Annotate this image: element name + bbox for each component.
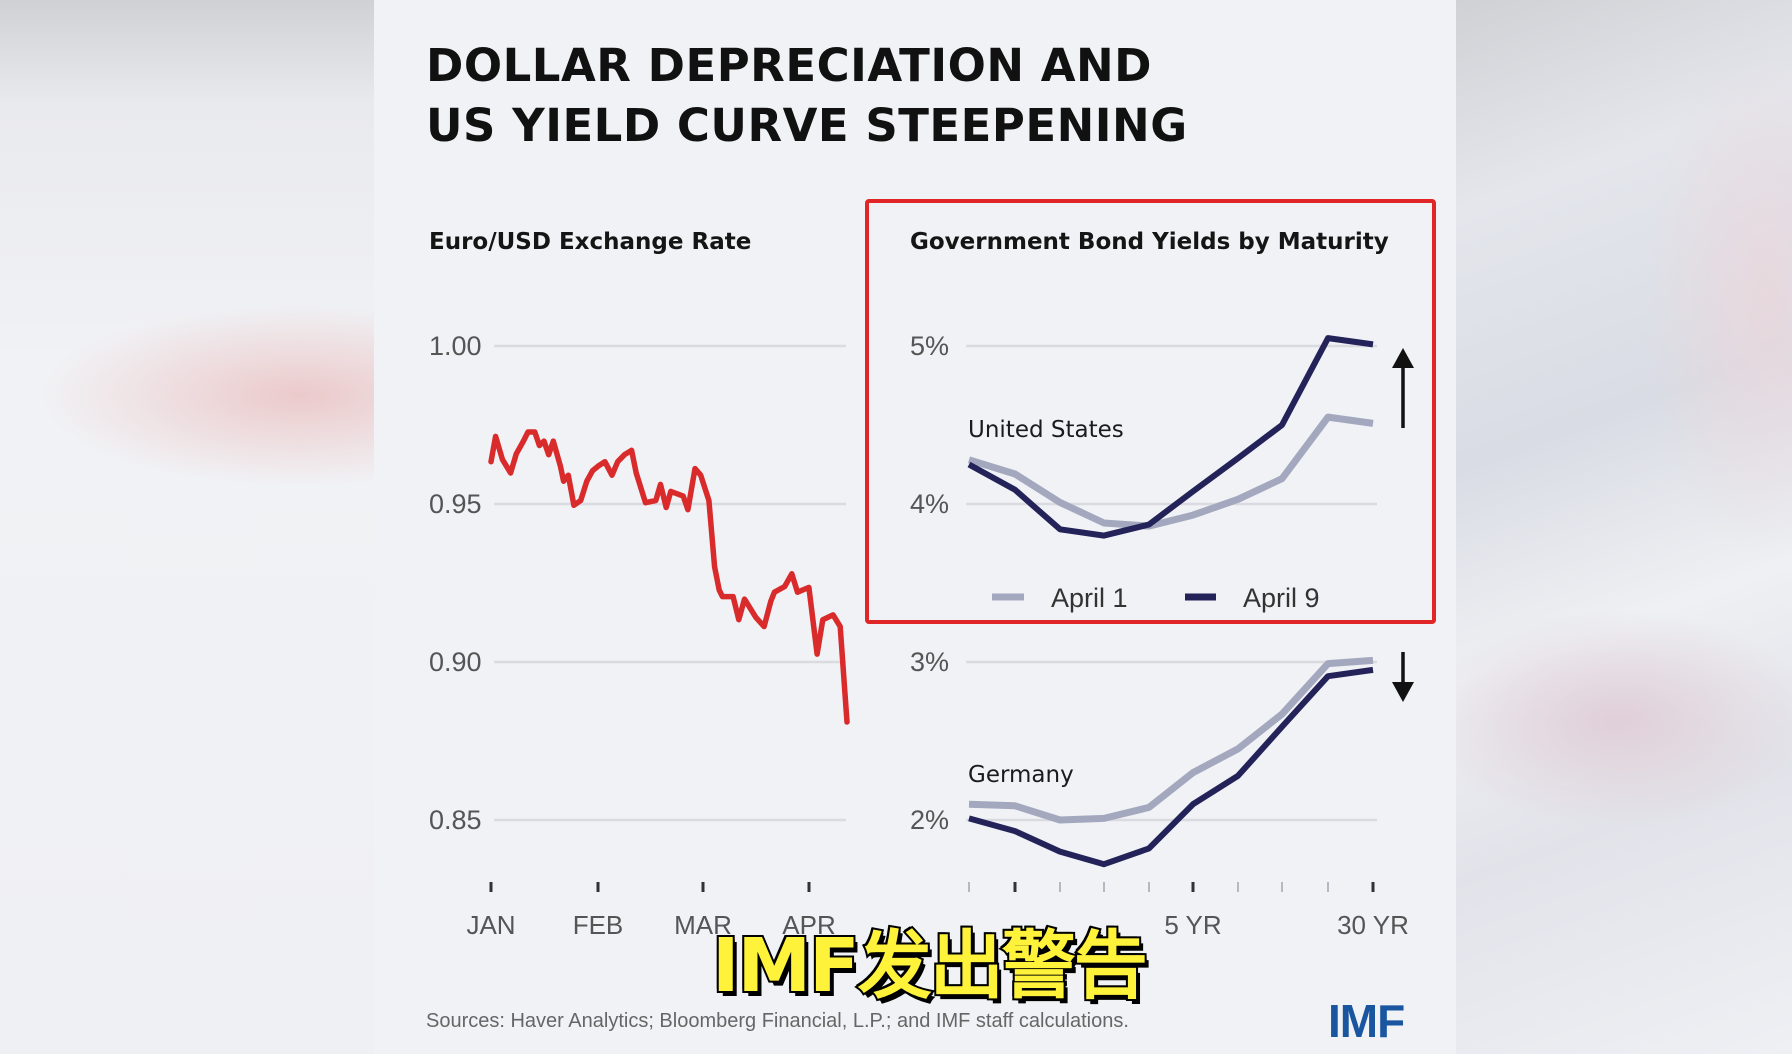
y-tick-label: 0.95 [429,489,482,519]
video-caption: IMF发出警告 [710,921,1150,1011]
us-april1-line [967,413,1374,530]
title-line-2: US YIELD CURVE STEEPENING [426,99,1188,152]
up-arrow-icon [1392,348,1414,428]
euro-usd-line [488,429,850,725]
euro-usd-subtitle: Euro/USD Exchange Rate [429,229,752,255]
title-line-1: DOLLAR DEPRECIATION AND [426,39,1153,92]
germany-april1-line [968,656,1374,824]
y-tick-label: 5% [910,331,949,361]
y-tick-label: 2% [910,805,949,835]
euro-usd-gridlines [494,344,846,822]
x-tick-label: MAR [674,910,732,940]
maturity-x-axis: 5 YR 30 YR [968,882,1409,940]
germany-april9-line [968,666,1374,868]
highlight-box [865,199,1436,624]
x-tick-label: FEB [573,910,624,940]
infographic-panel [374,0,1456,1054]
sources-note: Sources: Haver Analytics; Bloomberg Fina… [426,1010,1129,1032]
chart-title: DOLLAR DEPRECIATION AND US YIELD CURVE S… [426,36,1188,156]
y-tick-label: 0.90 [429,647,482,677]
legend-april9-label: April 9 [1243,583,1320,613]
blurred-background-right [1456,0,1792,1054]
x-tick-label: 30 YR [1337,910,1409,940]
us-april9-line [967,335,1374,539]
bond-yields-subtitle: Government Bond Yields by Maturity [910,229,1389,255]
blurred-background-left [0,0,374,1054]
y-tick-label: 0.85 [429,805,482,835]
x-tick-label: JAN [466,910,515,940]
x-tick-label: 5 YR [1164,910,1221,940]
euro-usd-x-axis: JAN FEB MAR APR [466,882,836,940]
bond-yield-y-axis-labels: 5% 4% 3% 2% [910,331,949,835]
legend: April 1 April 9 [992,583,1320,613]
x-tick-label: APR [782,910,835,940]
down-arrow-icon [1392,652,1414,702]
germany-series-label: Germany [968,762,1074,788]
y-tick-label: 3% [910,647,949,677]
imf-logo: IMF [1328,995,1405,1047]
us-series-label: United States [968,417,1124,443]
y-tick-label: 1.00 [429,331,482,361]
legend-april1-label: April 1 [1051,583,1128,613]
y-tick-label: 4% [910,489,949,519]
euro-usd-y-axis-labels: 1.00 0.95 0.90 0.85 [429,331,482,835]
